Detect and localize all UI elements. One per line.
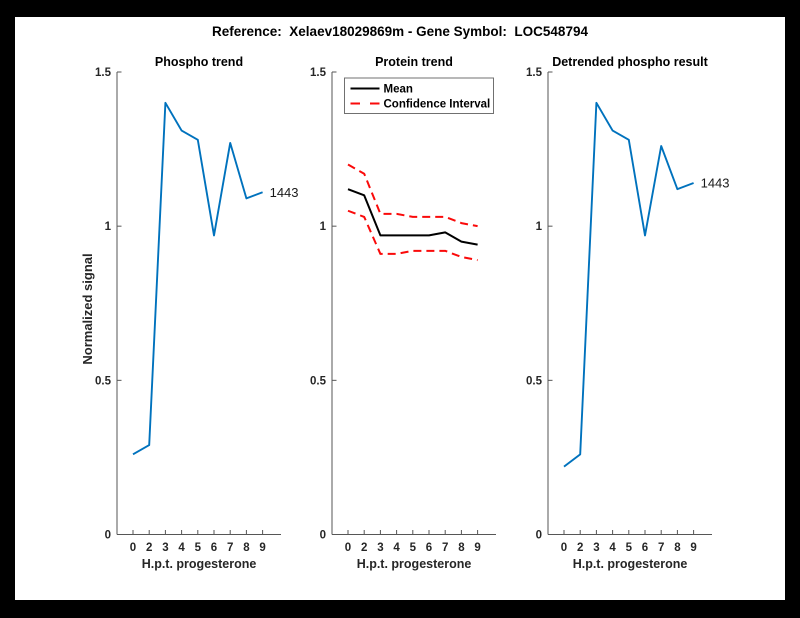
x-tick-label: 7 [442, 542, 448, 554]
x-tick-label: 3 [593, 542, 599, 554]
x-tick-label: 5 [410, 542, 417, 554]
x-axis-label: H.p.t. progesterone [357, 557, 472, 571]
series-end-annotation: 1443 [701, 176, 730, 191]
y-tick-label: 0.5 [526, 375, 543, 387]
x-tick-label: 9 [690, 542, 696, 554]
x-tick-label: 6 [642, 542, 648, 554]
subplot-title: Protein trend [375, 55, 453, 69]
x-tick-label: 9 [474, 542, 480, 554]
series-end-annotation: 1443 [270, 185, 299, 200]
legend-box [344, 77, 494, 114]
y-tick-label: 0.5 [95, 375, 112, 387]
x-tick-label: 6 [426, 542, 432, 554]
x-tick-label: 4 [178, 542, 185, 554]
x-tick-label: 4 [393, 542, 400, 554]
x-tick-label: 0 [561, 542, 567, 554]
x-tick-label: 4 [609, 542, 616, 554]
y-tick-label: 0 [320, 530, 326, 542]
y-tick-label: 0 [105, 530, 111, 542]
y-tick-label: 1 [105, 221, 112, 233]
series-line-phospho-signal [132, 101, 263, 456]
subplot-title: Detrended phospho result [552, 55, 708, 69]
x-tick-label: 5 [626, 542, 633, 554]
x-axis-label: H.p.t. progesterone [142, 557, 257, 571]
x-tick-label: 5 [195, 542, 202, 554]
y-axis: 0 0.5 1 1.5 [95, 67, 122, 542]
x-tick-label: 7 [227, 542, 233, 554]
x-tick-label: 8 [243, 542, 250, 554]
x-tick-label: 0 [130, 542, 136, 554]
legend: Mean Confidence Interval [344, 77, 494, 114]
y-tick-label: 1.5 [310, 67, 327, 79]
x-tick-label: 9 [259, 542, 265, 554]
x-tick-label: 6 [211, 542, 217, 554]
y-tick-label: 0 [536, 530, 542, 542]
x-tick-label: 8 [674, 542, 681, 554]
y-axis: 0 0.5 1 1.5 [526, 67, 553, 542]
y-tick-label: 0.5 [310, 375, 327, 387]
series-line-mean [347, 188, 478, 246]
x-tick-label: 2 [577, 542, 583, 554]
figure-title: Reference: Xelaev18029869m - Gene Symbol… [212, 24, 588, 39]
x-tick-label: 2 [361, 542, 367, 554]
figure-canvas: Reference: Xelaev18029869m - Gene Symbol… [15, 17, 785, 600]
legend-label: Mean [384, 84, 413, 96]
x-tick-label: 3 [162, 542, 168, 554]
y-tick-label: 1.5 [95, 67, 112, 79]
subplot-title: Phospho trend [155, 55, 243, 69]
x-tick-label: 3 [377, 542, 383, 554]
y-axis: 0 0.5 1 1.5 [310, 67, 337, 542]
y-axis-label: Normalized signal [80, 253, 95, 364]
legend-label: Confidence Interval [384, 99, 491, 111]
series-line-detrended-signal [563, 101, 694, 468]
x-tick-label: 0 [345, 542, 351, 554]
series-line-confidence-upper [347, 163, 478, 228]
x-axis-label: H.p.t. progesterone [573, 557, 688, 571]
x-tick-label: 7 [658, 542, 664, 554]
y-tick-label: 1 [320, 221, 327, 233]
y-tick-label: 1 [536, 221, 543, 233]
series-line-confidence-lower [347, 209, 478, 262]
x-tick-label: 8 [458, 542, 465, 554]
x-tick-label: 2 [146, 542, 152, 554]
y-tick-label: 1.5 [526, 67, 543, 79]
